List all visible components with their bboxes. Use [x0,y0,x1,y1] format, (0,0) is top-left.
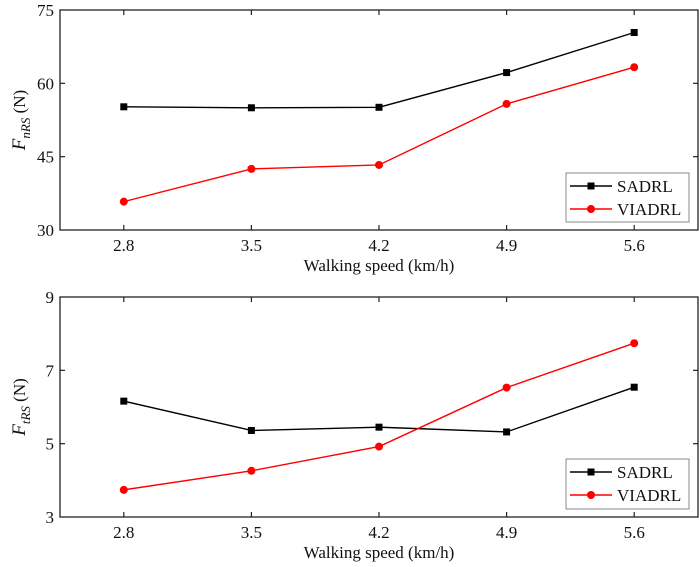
legend-label: SADRL [617,463,673,482]
legend: SADRL VIADRL [565,172,690,223]
y-axis-title-unit: (N) [10,378,29,406]
data-point-viadrl [630,339,639,348]
legend-marker-circle [587,205,595,213]
series-viadrl [119,63,639,206]
data-point-viadrl [119,485,128,494]
data-point-viadrl [119,197,128,206]
y-tick-label: 9 [46,288,55,307]
data-point-viadrl [375,160,383,169]
x-tick-label: 4.9 [496,236,517,255]
y-axis-title: FnRS (N) [9,90,33,151]
y-axis-title-subscript: tRS [18,406,33,425]
series-line-sadrl [123,31,635,109]
data-point-sadrl [120,103,128,111]
series-line-viadrl [123,342,635,491]
chart-panel-1: 30 45 60 75 2.8 3.5 4.2 4.9 5.6 Walking speed (km… [9,1,699,275]
data-point-sadrl [503,428,511,436]
x-tick-label: 4.2 [368,523,389,542]
legend-item-viadrl: VIADRL [570,200,681,219]
x-tick-label: 4.2 [368,236,389,255]
x-tick-label: 2.8 [113,523,134,542]
series-sadrl [120,28,638,112]
y-axis-title-subscript: nRS [18,117,33,138]
data-point-viadrl [375,442,383,451]
legend-item-sadrl: SADRL [570,177,673,196]
data-point-viadrl [630,63,639,72]
y-tick-label: 7 [46,361,55,380]
data-point-sadrl [503,69,511,77]
data-point-sadrl [375,423,383,431]
x-tick-label: 4.9 [496,523,517,542]
y-tick-label: 3 [46,508,55,527]
y-tick-label: 60 [37,74,54,93]
data-point-viadrl [247,466,256,475]
x-tick-label: 5.6 [624,236,645,255]
x-tick-label: 2.8 [113,236,134,255]
y-tick-label: 75 [37,1,54,20]
y-axis-title: FtRS (N) [9,378,33,437]
y-axis-title-symbol: F [9,138,30,151]
legend-box [565,458,690,510]
legend-marker-circle [587,491,595,499]
x-axis-title: Walking speed (km/h) [304,256,455,275]
data-point-viadrl [502,383,511,392]
data-point-sadrl [120,397,128,405]
data-point-viadrl [247,164,256,173]
series-line-viadrl [123,66,635,203]
data-point-sadrl [247,104,255,112]
series-viadrl [119,339,639,494]
chart-panel-2: 3 5 7 9 2.8 3.5 4.2 4.9 5.6 Walking speed (km/h) F… [9,288,699,562]
legend-box [565,172,690,223]
data-point-viadrl [502,99,511,108]
data-point-sadrl [247,426,255,434]
legend-label: SADRL [617,177,673,196]
x-tick-label: 5.6 [624,523,645,542]
legend-item-viadrl: VIADRL [570,486,681,505]
y-tick-label: 45 [37,148,54,167]
y-tick-label: 5 [46,435,55,454]
data-point-sadrl [630,383,638,391]
x-axis-title: Walking speed (km/h) [304,543,455,562]
legend: SADRL VIADRL [565,458,690,510]
series-sadrl [120,383,638,436]
data-point-sadrl [630,28,638,36]
data-point-sadrl [375,103,383,111]
legend-label: VIADRL [617,200,681,219]
legend-label: VIADRL [617,486,681,505]
legend-item-sadrl: SADRL [570,463,673,482]
legend-marker-square [587,468,595,476]
legend-marker-square [587,182,595,190]
y-tick-label: 30 [37,221,54,240]
y-axis-title-symbol: F [9,424,30,437]
x-tick-label: 3.5 [241,236,262,255]
x-tick-label: 3.5 [241,523,262,542]
y-axis-title-unit: (N) [10,90,29,118]
